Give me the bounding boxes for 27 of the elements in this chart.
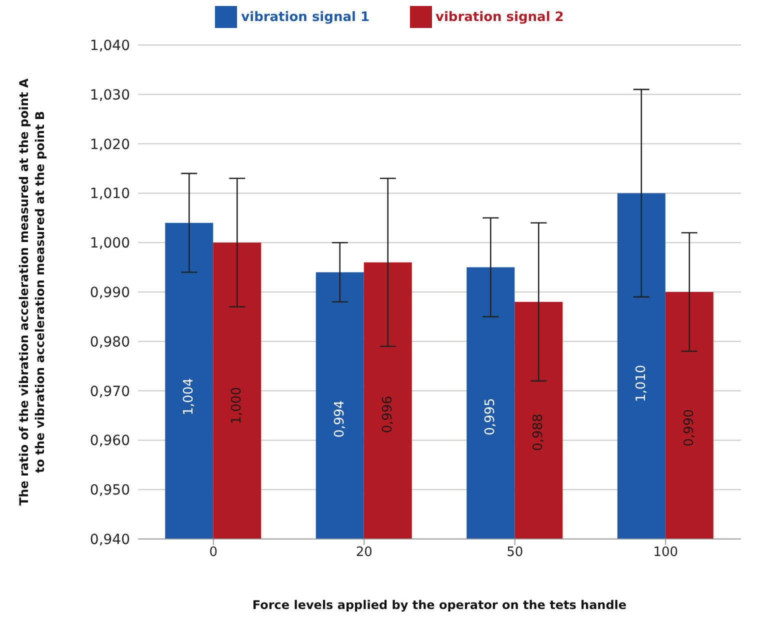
x-axis-title: Force levels applied by the operator on the tets handle	[252, 598, 627, 612]
data-label: 0,994	[332, 400, 348, 438]
y-tick-label: 1,010	[90, 186, 130, 202]
data-label: 1,000	[230, 387, 245, 424]
legend-label: vibration signal 1	[241, 10, 370, 26]
data-label: 0,996	[380, 396, 396, 434]
y-tick-label: 0,970	[90, 384, 130, 400]
legend-label: vibration signal 2	[436, 10, 564, 26]
y-tick-label: 0,940	[90, 532, 130, 548]
y-tick-label: 1,030	[90, 87, 130, 104]
y-tick-label: 1,000	[90, 236, 130, 252]
y-tick-label: 0,950	[90, 482, 130, 499]
x-tick-label: 0	[209, 545, 218, 560]
data-label: 0,995	[483, 398, 498, 436]
y-tick-label: 1,040	[90, 38, 130, 54]
data-label: 1,010	[634, 364, 649, 402]
y-tick-label: 1,020	[90, 136, 130, 153]
y-axis-title: The ratio of the vibration acceleration measured at the point A to the vibration acceleration measured at the point B	[17, 78, 47, 506]
y-tick-label: 0,990	[90, 284, 130, 301]
data-label: 0,990	[682, 409, 697, 446]
x-tick-label: 50	[506, 545, 524, 560]
x-tick-label: 20	[356, 545, 372, 560]
data-label: 0,988	[531, 414, 546, 451]
y-tick-label: 0,960	[90, 433, 130, 450]
x-tick-label: 100	[653, 545, 678, 560]
y-tick-label: 0,980	[90, 334, 130, 350]
data-label: 1,004	[182, 378, 197, 416]
